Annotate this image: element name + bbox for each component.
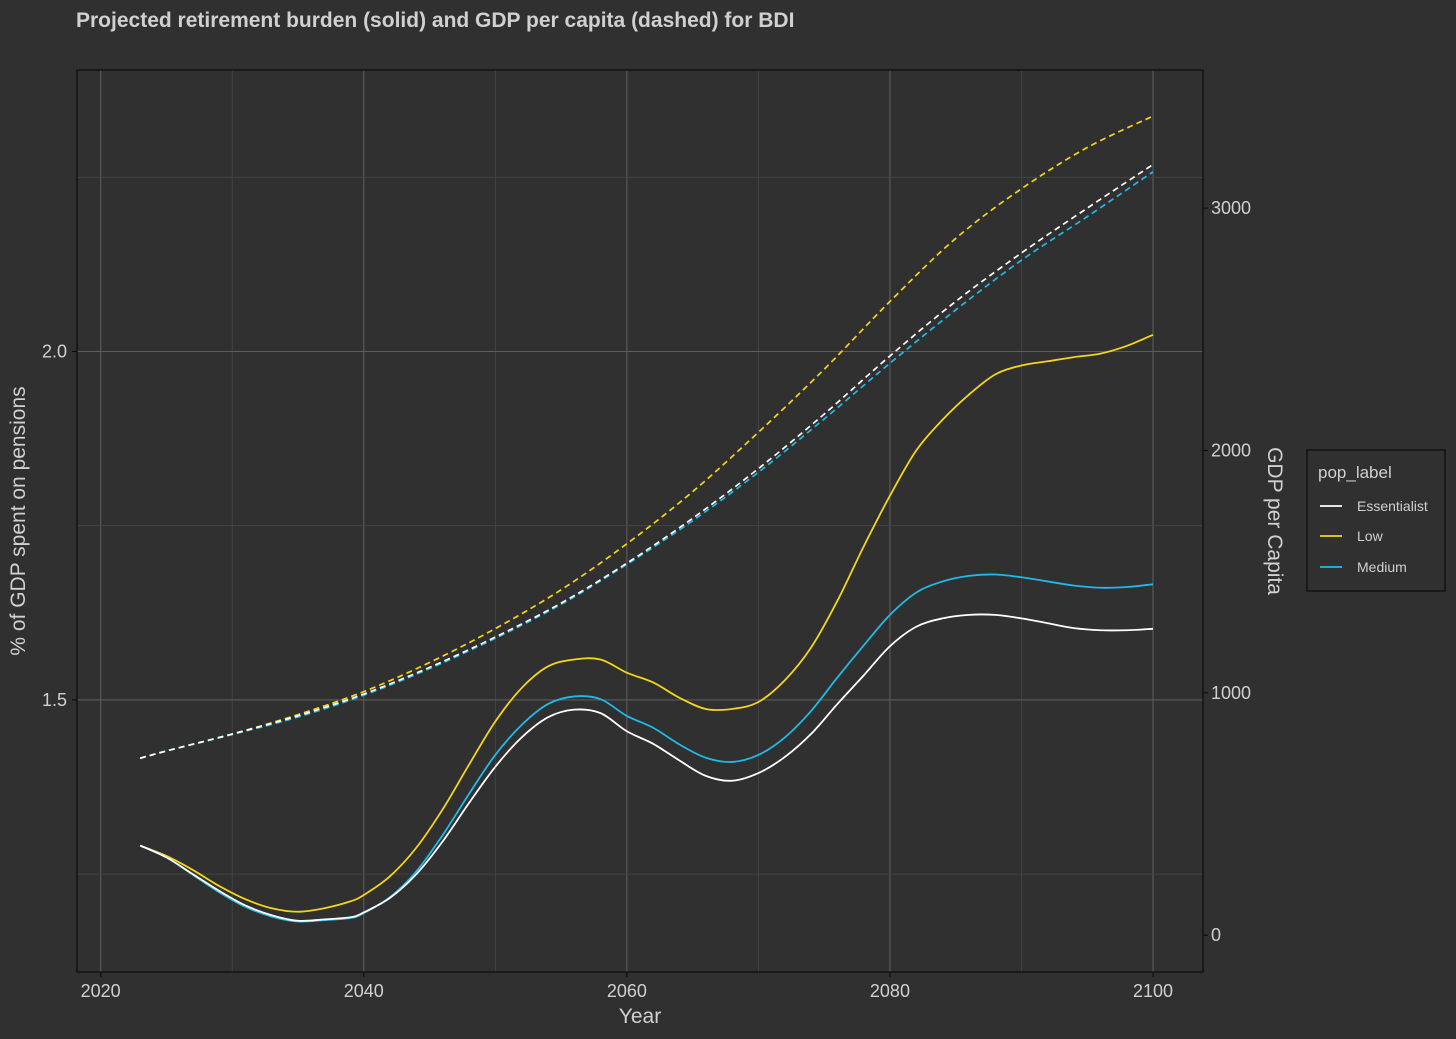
y-axis-ticks: 1.5 2.0 [42, 342, 77, 710]
y2-axis-ticks: 0 1000 2000 3000 [1203, 198, 1251, 945]
y-tick-label: 2.0 [42, 342, 67, 362]
legend: pop_label Essentialist Low Medium [1306, 449, 1446, 592]
legend-label-medium: Medium [1357, 559, 1407, 575]
x-tick-label: 2080 [870, 981, 910, 1001]
gdp-line-essentialist [139, 163, 1154, 760]
legend-item-medium: Medium [1320, 559, 1407, 575]
legend-title: pop_label [1318, 463, 1392, 482]
x-axis-title: Year [619, 1005, 661, 1028]
grid [77, 70, 1203, 972]
y-tick-label: 1.5 [42, 690, 67, 710]
legend-item-low: Low [1320, 528, 1384, 544]
panel-border [76, 69, 1204, 973]
x-tick-label: 2100 [1133, 981, 1173, 1001]
legend-label-essentialist: Essentialist [1357, 498, 1428, 514]
y-axis-title: % of GDP spent on pensions [7, 386, 30, 655]
pension-line-low [139, 333, 1154, 913]
y2-tick-label: 1000 [1211, 683, 1251, 703]
chart-title: Projected retirement burden (solid) and … [76, 9, 794, 32]
x-tick-label: 2040 [344, 981, 384, 1001]
y2-tick-label: 3000 [1211, 198, 1251, 218]
y2-tick-label: 2000 [1211, 440, 1251, 460]
series-group [139, 115, 1154, 923]
y2-tick-label: 0 [1211, 925, 1221, 945]
x-tick-label: 2020 [81, 981, 121, 1001]
pension-line-essentialist [139, 613, 1154, 922]
x-axis-ticks: 2020 2040 2060 2080 2100 [81, 972, 1173, 1001]
legend-label-low: Low [1357, 528, 1384, 544]
x-tick-label: 2060 [607, 981, 647, 1001]
y2-axis-title: GDP per Capita [1263, 447, 1286, 595]
gdp-line-medium [139, 171, 1154, 760]
legend-item-essentialist: Essentialist [1320, 498, 1428, 514]
